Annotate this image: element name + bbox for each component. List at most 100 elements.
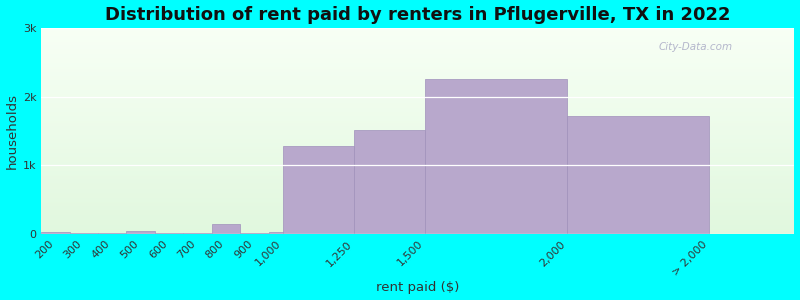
Bar — [42, 75, 794, 76]
Bar — [42, 93, 794, 94]
Bar — [42, 108, 794, 109]
Bar — [42, 110, 794, 111]
Bar — [42, 28, 794, 29]
Bar — [42, 149, 794, 151]
Bar — [42, 141, 794, 142]
Bar — [42, 154, 794, 156]
Bar — [42, 105, 794, 106]
Bar — [42, 182, 794, 184]
Bar — [42, 198, 794, 199]
Bar — [42, 192, 794, 193]
Bar — [42, 153, 794, 154]
Bar — [42, 213, 794, 214]
Bar — [42, 130, 794, 131]
Bar — [42, 60, 794, 61]
Bar — [42, 121, 794, 122]
Bar — [42, 195, 794, 196]
Bar — [42, 200, 794, 201]
Bar — [42, 233, 794, 234]
Bar — [42, 176, 794, 177]
Bar — [42, 36, 794, 37]
Bar — [42, 211, 794, 212]
Bar — [42, 46, 794, 47]
Bar — [42, 166, 794, 167]
Bar — [42, 47, 794, 49]
Bar — [42, 32, 794, 33]
Bar — [42, 159, 794, 160]
Bar — [42, 212, 794, 213]
Bar — [42, 49, 794, 50]
Bar — [42, 123, 794, 124]
Bar — [42, 71, 794, 72]
Bar — [42, 210, 794, 211]
Bar — [42, 205, 794, 206]
Bar — [42, 89, 794, 90]
Bar — [42, 223, 794, 224]
Bar — [42, 231, 794, 232]
Bar — [42, 120, 794, 121]
Bar — [42, 167, 794, 168]
Bar — [42, 74, 794, 75]
Bar — [42, 128, 794, 129]
Bar — [42, 112, 794, 113]
Bar — [42, 206, 794, 207]
Bar — [155, 233, 183, 234]
Bar — [42, 161, 794, 162]
Bar — [425, 79, 567, 234]
Bar — [42, 201, 794, 202]
Bar — [42, 41, 794, 42]
Bar — [42, 162, 794, 163]
Bar — [42, 59, 794, 60]
Bar — [42, 102, 794, 103]
Bar — [42, 184, 794, 185]
Bar — [42, 34, 794, 35]
Bar — [42, 97, 794, 98]
Bar — [42, 143, 794, 144]
Bar — [42, 139, 794, 140]
Bar — [42, 85, 794, 86]
Bar — [42, 73, 794, 74]
Bar — [42, 109, 794, 110]
Bar — [42, 99, 794, 100]
Bar — [42, 54, 794, 55]
Bar — [42, 42, 794, 43]
Bar — [42, 230, 794, 231]
Bar — [42, 146, 794, 147]
Bar — [42, 88, 794, 89]
Bar — [42, 169, 794, 170]
Bar — [42, 171, 794, 172]
X-axis label: rent paid ($): rent paid ($) — [376, 281, 459, 294]
Bar — [42, 129, 794, 130]
Bar — [42, 179, 794, 180]
Bar — [42, 135, 794, 136]
Bar — [42, 125, 794, 126]
Bar — [42, 40, 794, 41]
Bar — [42, 83, 794, 85]
Bar — [42, 57, 794, 58]
Bar — [42, 157, 794, 158]
Bar — [42, 38, 794, 39]
Bar — [42, 208, 794, 209]
Bar — [42, 191, 794, 192]
Bar — [42, 50, 794, 51]
Bar — [42, 133, 794, 134]
Bar — [42, 113, 794, 114]
Bar — [42, 87, 794, 88]
Bar — [42, 62, 794, 63]
Bar — [269, 232, 297, 234]
Bar — [42, 45, 794, 46]
Bar — [42, 55, 794, 56]
Bar — [42, 170, 794, 171]
Bar — [42, 72, 794, 73]
Bar — [42, 126, 794, 127]
Bar — [42, 64, 794, 65]
Bar — [42, 127, 794, 128]
Bar — [42, 168, 794, 169]
Bar — [70, 233, 98, 234]
Bar — [42, 80, 794, 82]
Bar — [42, 96, 794, 97]
Bar — [42, 51, 794, 52]
Bar — [42, 189, 794, 190]
Bar — [42, 203, 794, 204]
Bar — [42, 180, 794, 181]
